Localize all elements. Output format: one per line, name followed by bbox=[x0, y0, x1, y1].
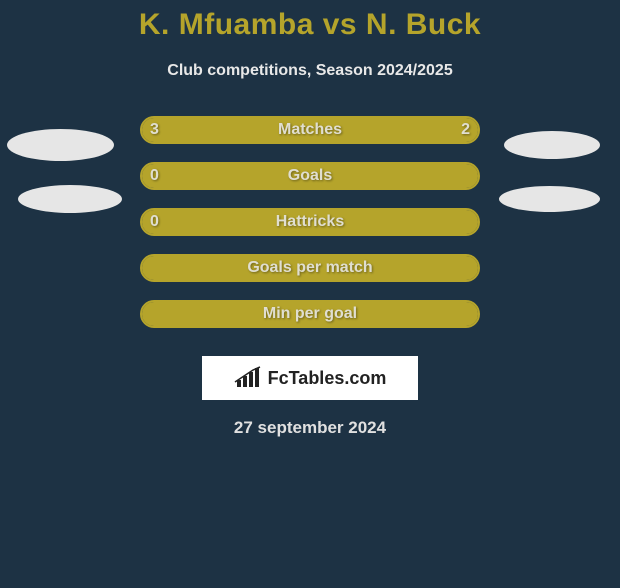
bar-left-value: 3 bbox=[150, 116, 159, 144]
comparison-subtitle: Club competitions, Season 2024/2025 bbox=[0, 62, 620, 80]
bar-left-fill bbox=[142, 118, 344, 142]
comparison-title: K. Mfuamba vs N. Buck bbox=[0, 8, 620, 42]
comparison-row: Min per goal bbox=[0, 300, 620, 346]
comparison-bar: Goals per match bbox=[140, 254, 480, 282]
bar-left-fill bbox=[142, 302, 478, 326]
bar-right-fill bbox=[344, 118, 478, 142]
avatar-ellipse bbox=[499, 186, 600, 212]
comparison-row: Goals per match bbox=[0, 254, 620, 300]
comparison-row: Hattricks0 bbox=[0, 208, 620, 254]
avatar-ellipse bbox=[7, 129, 114, 161]
comparison-bar: Matches bbox=[140, 116, 480, 144]
bar-chart-icon bbox=[234, 366, 262, 390]
bar-left-fill bbox=[142, 164, 478, 188]
comparison-bar: Goals bbox=[140, 162, 480, 190]
comparison-bar: Hattricks bbox=[140, 208, 480, 236]
bar-right-value: 2 bbox=[461, 116, 470, 144]
source-logo: FcTables.com bbox=[202, 356, 418, 400]
avatar-ellipse bbox=[504, 131, 600, 159]
bar-left-value: 0 bbox=[150, 208, 159, 236]
avatar-ellipse bbox=[18, 185, 122, 213]
bar-left-fill bbox=[142, 210, 478, 234]
bar-left-value: 0 bbox=[150, 162, 159, 190]
comparison-bar: Min per goal bbox=[140, 300, 480, 328]
snapshot-date: 27 september 2024 bbox=[0, 418, 620, 438]
bar-left-fill bbox=[142, 256, 478, 280]
source-logo-text: FcTables.com bbox=[268, 368, 387, 389]
